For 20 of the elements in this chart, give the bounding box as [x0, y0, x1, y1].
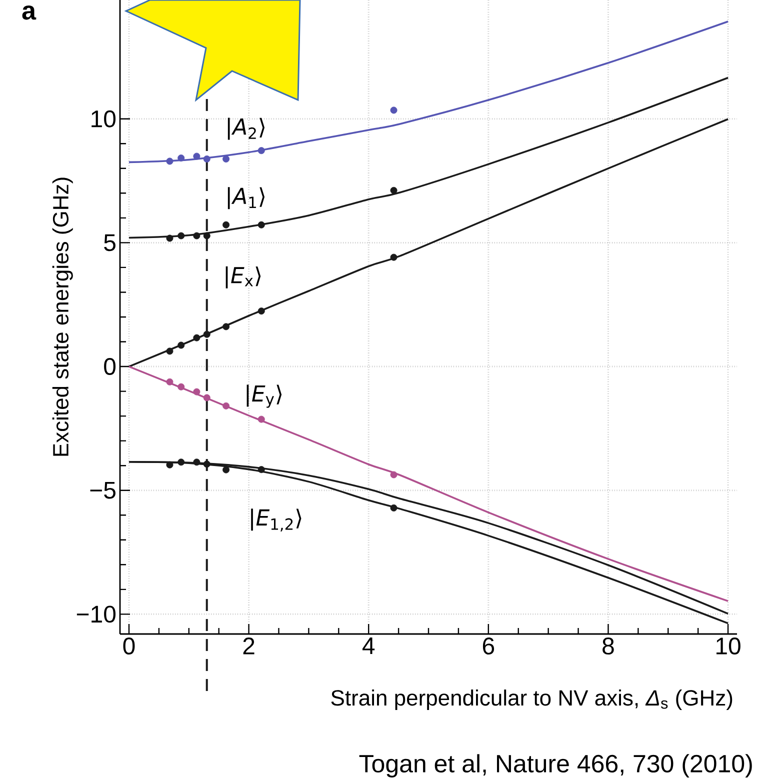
- x-tick-label: 4: [362, 638, 375, 654]
- y-tick-label: −5: [90, 482, 116, 499]
- y-tick-label: 10: [92, 110, 116, 128]
- y-axis-title: Excited state energies (GHz): [52, 178, 73, 456]
- series-label: |E$_{1,2}$⟩: [251, 508, 302, 532]
- y-tick-label: 0: [104, 358, 116, 376]
- series-label: |A$_{1}$⟩: [228, 187, 265, 210]
- y-tick-label: −10: [76, 606, 116, 623]
- x-tick-label: 8: [602, 638, 614, 655]
- x-tick-label: 10: [716, 638, 740, 655]
- x-tick-label: 2: [243, 638, 254, 654]
- series-label: |A$_{2}$⟩: [228, 118, 265, 140]
- x-axis-title: Strain perpendicular to NV axis, Δ$_{s}$ (GHz): [331, 690, 732, 710]
- text: a: [22, 6, 36, 20]
- y-tick-label: 5: [104, 234, 116, 252]
- x-tick-label: 6: [482, 638, 494, 655]
- x-tick-label: 0: [123, 638, 135, 655]
- text: Togan et al, Nature 466, 730 (2010): [359, 754, 752, 778]
- series-label: |E$_{y}$⟩: [246, 384, 282, 408]
- series-label: |E$_{x}$⟩: [226, 266, 261, 288]
